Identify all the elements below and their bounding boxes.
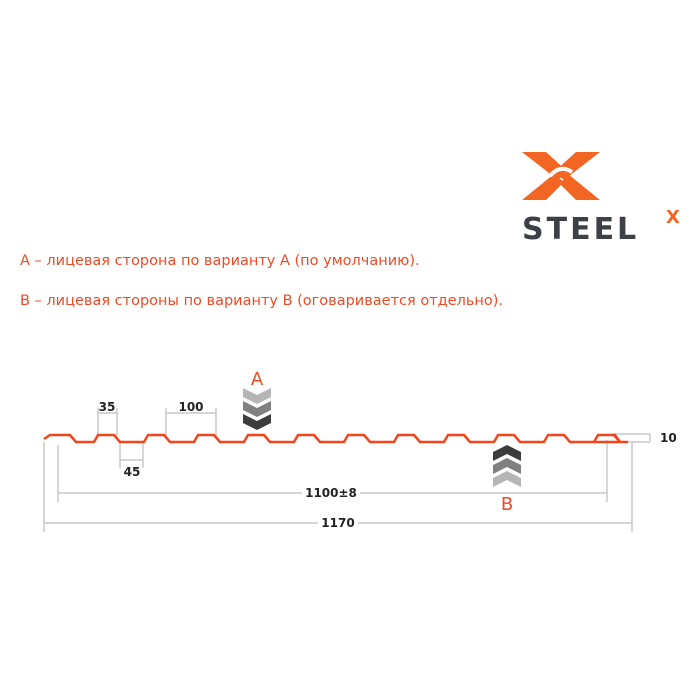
corrugated-profile <box>43 433 628 444</box>
chevron-shape <box>493 458 521 474</box>
side-a-label: A <box>251 369 264 390</box>
chevron-shape <box>243 401 271 417</box>
note-side-a: A – лицевая сторона по варианту А (по ум… <box>20 253 420 269</box>
steelx-logo-icon <box>522 152 600 200</box>
chevron-shape <box>243 414 271 430</box>
chevron-shape <box>493 445 521 461</box>
dim-pitch-line <box>165 408 217 436</box>
dim-total-text: 1170 <box>321 516 354 530</box>
dim-height-text: 10 <box>660 431 677 445</box>
note-side-b: B – лицевая стороны по варианту B (огова… <box>20 293 504 309</box>
dim-total-line <box>43 442 633 532</box>
dim-trough-line <box>119 442 144 468</box>
chevron-shape <box>243 388 271 404</box>
dim-pitch-text: 100 <box>178 400 203 414</box>
dim-crest-text: 35 <box>99 400 116 414</box>
dim-trough-text: 45 <box>124 465 141 479</box>
logo-text: STEEL <box>522 212 640 247</box>
side-b-arrow-icon <box>493 445 521 487</box>
dim-useful-text: 1100±8 <box>305 486 357 500</box>
side-b-label: B <box>501 494 513 515</box>
dim-crest-line <box>97 408 118 436</box>
side-a-arrow-icon <box>243 388 271 430</box>
chevron-shape <box>493 471 521 487</box>
logo-superscript: X <box>666 207 680 228</box>
dim-useful-line <box>57 440 608 502</box>
